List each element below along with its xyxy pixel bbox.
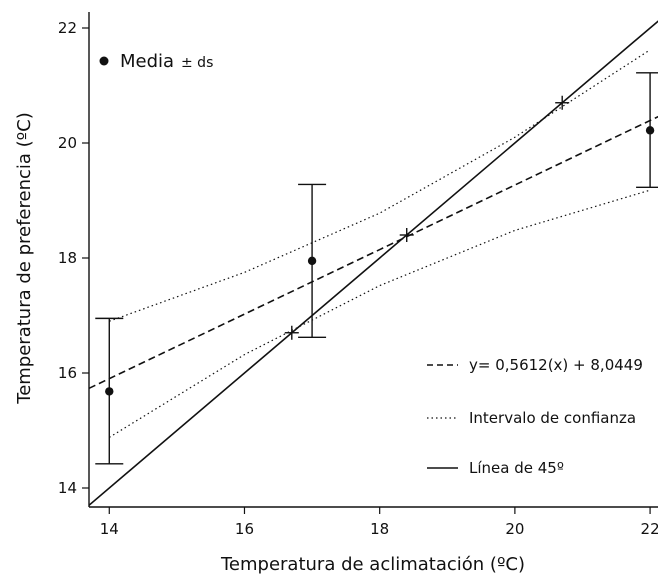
legend-label-confidence: Intervalo de confianza — [469, 409, 636, 427]
plot-area — [89, 20, 658, 506]
y-tick-label: 18 — [58, 249, 77, 267]
legend-media: Media ± ds — [99, 51, 213, 72]
data-marks — [95, 72, 658, 465]
y-tick-label: 20 — [58, 134, 77, 152]
x-tick-label: 16 — [235, 520, 254, 538]
data-point — [307, 256, 317, 266]
x-tick-label: 20 — [505, 520, 524, 538]
y-axis-title: Temperatura de preferencia (ºC) — [14, 112, 35, 404]
y-tick-label: 22 — [58, 19, 77, 37]
y-tick-label: 14 — [58, 479, 77, 497]
line-45 — [89, 20, 658, 506]
x-tick-label: 18 — [370, 520, 389, 538]
legend-label-45-line: Línea de 45º — [469, 459, 564, 477]
axes: 14 16 18 20 22 14 16 18 20 22 — [58, 12, 658, 538]
data-point — [645, 126, 655, 135]
legend-label-regression: y= 0,5612(x) + 8,0449 — [469, 356, 643, 374]
x-tick-label: 22 — [641, 520, 658, 538]
legend-media-suffix: ± ds — [181, 55, 213, 71]
legend-media-label: Media — [120, 51, 174, 72]
regression-line — [89, 115, 658, 390]
confidence-band-lower — [108, 189, 651, 438]
x-tick-label: 14 — [100, 520, 119, 538]
legend-media-marker — [99, 56, 109, 66]
confidence-band-upper — [109, 49, 651, 322]
data-point — [105, 387, 114, 396]
legend-lines: y= 0,5612(x) + 8,0449 Intervalo de confi… — [427, 356, 643, 477]
x-axis-title: Temperatura de aclimatación (ºC) — [220, 554, 525, 575]
y-tick-label: 16 — [58, 364, 77, 382]
